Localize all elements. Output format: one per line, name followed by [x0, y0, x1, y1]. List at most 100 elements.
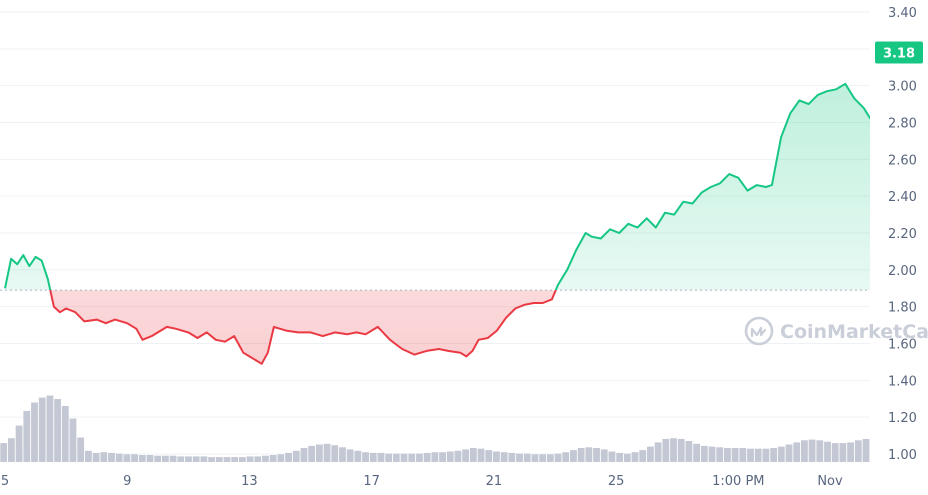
- watermark-text: CoinMarketCap: [780, 321, 928, 343]
- volume-bar: [115, 453, 123, 462]
- volume-bar: [469, 448, 477, 462]
- volume-bar: [801, 440, 808, 462]
- volume-bars: [0, 395, 870, 462]
- volume-bar: [770, 448, 778, 462]
- volume-bar: [31, 402, 38, 462]
- volume-bar: [454, 450, 462, 462]
- volume-bar: [354, 450, 362, 462]
- volume-bar: [185, 456, 192, 462]
- y-tick-label: 1.00: [888, 448, 917, 463]
- volume-bar: [392, 453, 400, 462]
- volume-bar: [562, 452, 570, 462]
- x-tick-label: 13: [241, 474, 258, 489]
- volume-bar: [192, 456, 200, 462]
- volume-bar: [847, 442, 855, 462]
- volume-bar: [154, 455, 162, 462]
- current-price-badge-bg: [875, 41, 923, 64]
- volume-bar: [308, 445, 316, 462]
- volume-bar: [215, 457, 223, 462]
- watermark: CoinMarketCap: [744, 316, 928, 346]
- volume-bar: [15, 425, 23, 462]
- x-tick-label: 5: [1, 474, 9, 489]
- volume-bar: [331, 445, 339, 462]
- volume-bar: [623, 453, 631, 462]
- y-tick-label: 1.60: [888, 338, 917, 353]
- volume-bar: [570, 450, 577, 462]
- coinmarketcap-logo-icon: [744, 316, 774, 346]
- volume-bar: [138, 455, 146, 462]
- volume-bar: [0, 443, 8, 462]
- volume-bar: [831, 443, 839, 462]
- volume-bar: [362, 452, 369, 462]
- volume-bar: [262, 455, 269, 462]
- x-tick-label: 17: [363, 474, 380, 489]
- volume-bar: [223, 457, 231, 462]
- volume-bar: [523, 453, 531, 462]
- y-tick-label: 1.80: [888, 301, 917, 316]
- volume-bar: [38, 397, 46, 462]
- volume-bar: [23, 410, 31, 462]
- volume-bar: [639, 450, 647, 462]
- volume-bar: [654, 442, 662, 462]
- volume-bar: [131, 454, 138, 462]
- volume-bar: [400, 453, 408, 462]
- volume-bar: [854, 440, 862, 462]
- volume-bar: [793, 442, 801, 462]
- volume-bar: [108, 452, 115, 462]
- volume-bar: [208, 457, 215, 462]
- volume-bar: [585, 447, 593, 462]
- volume-bar: [84, 450, 92, 462]
- volume-bar: [762, 448, 770, 462]
- volume-bar: [161, 455, 169, 462]
- volume-bar: [269, 455, 277, 462]
- volume-bar: [816, 440, 824, 462]
- volume-bar: [670, 438, 677, 462]
- y-tick-label: 3.00: [888, 80, 917, 95]
- x-axis-tick-labels: 5 9 13 17 21 25 1:00 PM Nov: [1, 474, 843, 489]
- volume-bar: [231, 457, 239, 462]
- volume-bar: [577, 448, 585, 462]
- volume-bar: [677, 438, 685, 462]
- volume-bar: [416, 453, 423, 462]
- current-price-badge: 3.18: [875, 41, 923, 64]
- volume-bar: [285, 452, 292, 462]
- volume-bar: [54, 399, 61, 462]
- volume-bar: [808, 439, 816, 462]
- y-tick-label: 2.40: [888, 190, 917, 205]
- volume-bar: [731, 448, 739, 462]
- y-tick-label: 3.40: [888, 6, 917, 21]
- volume-bar: [608, 451, 616, 462]
- volume-bar: [516, 453, 523, 462]
- volume-bar: [100, 452, 108, 462]
- volume-bar: [493, 451, 500, 462]
- volume-bar: [300, 448, 308, 462]
- volume-bar: [647, 446, 654, 462]
- volume-bar: [700, 445, 708, 462]
- volume-bar: [238, 457, 246, 462]
- volume-bar: [146, 455, 154, 462]
- y-tick-label: 2.80: [888, 117, 917, 132]
- volume-bar: [423, 452, 431, 462]
- volume-bar: [662, 438, 670, 462]
- volume-bar: [539, 454, 547, 462]
- volume-bar: [777, 446, 785, 462]
- volume-bar: [7, 438, 15, 462]
- volume-bar: [716, 447, 724, 462]
- volume-bar: [431, 452, 439, 462]
- x-tick-label: 1:00 PM: [712, 474, 764, 489]
- volume-bar: [554, 453, 562, 462]
- x-tick-label: Nov: [817, 474, 843, 489]
- y-tick-label: 2.60: [888, 153, 917, 168]
- volume-bar: [477, 448, 485, 462]
- volume-bar: [824, 441, 831, 462]
- volume-bar: [315, 444, 323, 462]
- volume-bar: [369, 452, 377, 462]
- y-tick-label: 2.00: [888, 264, 917, 279]
- volume-bar: [377, 452, 385, 462]
- volume-bar: [708, 446, 716, 462]
- y-tick-label: 2.20: [888, 227, 917, 242]
- volume-bar: [631, 452, 639, 462]
- volume-bar: [61, 406, 69, 462]
- volume-bar: [323, 443, 331, 462]
